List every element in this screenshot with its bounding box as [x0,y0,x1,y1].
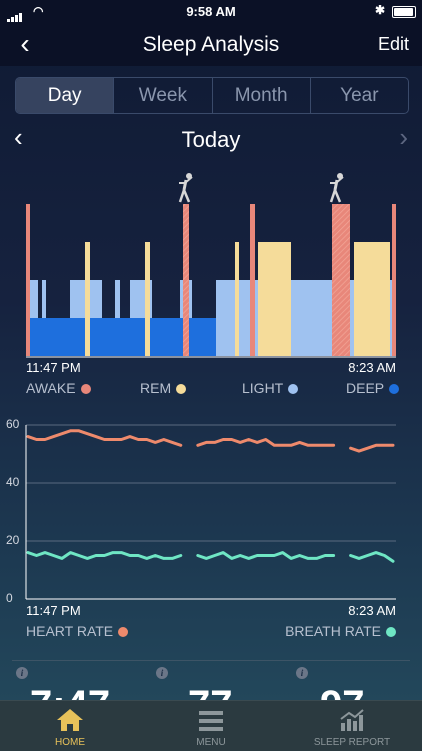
deep-dot-icon [389,384,400,394]
tab-bar: HOME MENU SLEEP REPORT [0,700,422,751]
heart-breath-rate-chart [25,424,396,600]
light-dot-icon [288,384,299,394]
next-day-chevron-icon[interactable]: › [399,122,408,152]
awake-stage-block [26,204,30,356]
series-segment [349,443,395,453]
rem-stage-block [145,242,150,356]
divider [12,660,410,661]
rem-stage-block [235,242,239,356]
edit-button[interactable]: Edit [377,34,409,54]
wifi-icon: ◠ [33,4,44,18]
legend-light: LIGHT [242,380,299,396]
rem-stage-block [258,242,291,356]
bluetooth-icon: ✱ [374,3,385,17]
legend-heart-rate: HEART RATE [26,623,129,639]
segment-month[interactable]: Month [211,78,310,113]
tab-sleep-report[interactable]: SLEEP REPORT [282,701,422,751]
back-chevron-icon[interactable]: ‹ [20,28,30,59]
heart-rate-dot-icon [118,627,129,637]
navigation-bar: ‹ Sleep Analysis Edit [0,22,422,66]
y-tick-label: 20 [6,533,20,547]
legend-awake: AWAKE [26,380,91,396]
awake-person-icon [329,173,344,203]
segment-day[interactable]: Day [16,78,114,113]
info-icon[interactable]: i [156,667,168,679]
stage-chart-start-time: 11:47 PM [26,360,81,375]
awake-person-icon [178,173,193,203]
info-icon[interactable]: i [16,667,28,679]
y-tick-label: 0 [6,591,13,605]
status-time: 9:58 AM [186,4,236,19]
sleep-report-icon [340,709,364,731]
date-label: Today [181,127,241,152]
awake-stage-block [392,204,396,356]
tab-home-label: HOME [55,737,85,748]
signal-icon [7,7,23,22]
series-segment [196,551,336,560]
legend-rem: REM [140,380,187,396]
series-segment [26,429,183,447]
stage-chart-end-time: 8:23 AM [348,360,396,375]
rem-stage-block [354,242,390,356]
status-bar: ◠ 9:58 AM ✱ [0,0,422,22]
sleep-stage-chart [26,173,396,358]
y-tick-label: 60 [6,417,20,431]
awake-dot-icon [80,384,91,394]
breath-rate-dot-icon [386,627,396,637]
series-segment [26,551,183,560]
legend-deep: DEEP [346,380,400,396]
tab-menu[interactable]: MENU [141,701,281,751]
tab-sleep-report-label: SLEEP REPORT [313,737,391,748]
page-title: Sleep Analysis [142,33,280,56]
awake-stage-block [183,204,189,356]
segment-week[interactable]: Week [113,78,211,113]
series-segment [196,438,336,447]
battery-icon [392,6,416,18]
menu-icon [199,711,223,731]
tab-home[interactable]: HOME [0,701,140,751]
rate-chart-start-time: 11:47 PM [26,603,81,618]
y-tick-label: 40 [6,475,20,489]
breath-rate-line [26,551,395,563]
heart-rate-line [26,429,395,453]
previous-day-chevron-icon[interactable]: ‹ [14,122,23,152]
awake-stage-block [250,204,255,356]
tab-menu-label: MENU [196,737,226,748]
period-segmented-control: Day Week Month Year [15,77,409,114]
series-segment [349,551,395,563]
rate-chart-end-time: 8:23 AM [348,603,396,618]
rem-dot-icon [176,384,187,394]
date-navigator: ‹ Today › [0,122,422,156]
rem-stage-block [85,242,90,356]
info-icon[interactable]: i [296,667,308,679]
segment-year[interactable]: Year [309,78,408,113]
home-icon [57,709,83,731]
legend-breath-rate: BREATH RATE [285,623,396,639]
awake-stage-block [332,204,350,356]
